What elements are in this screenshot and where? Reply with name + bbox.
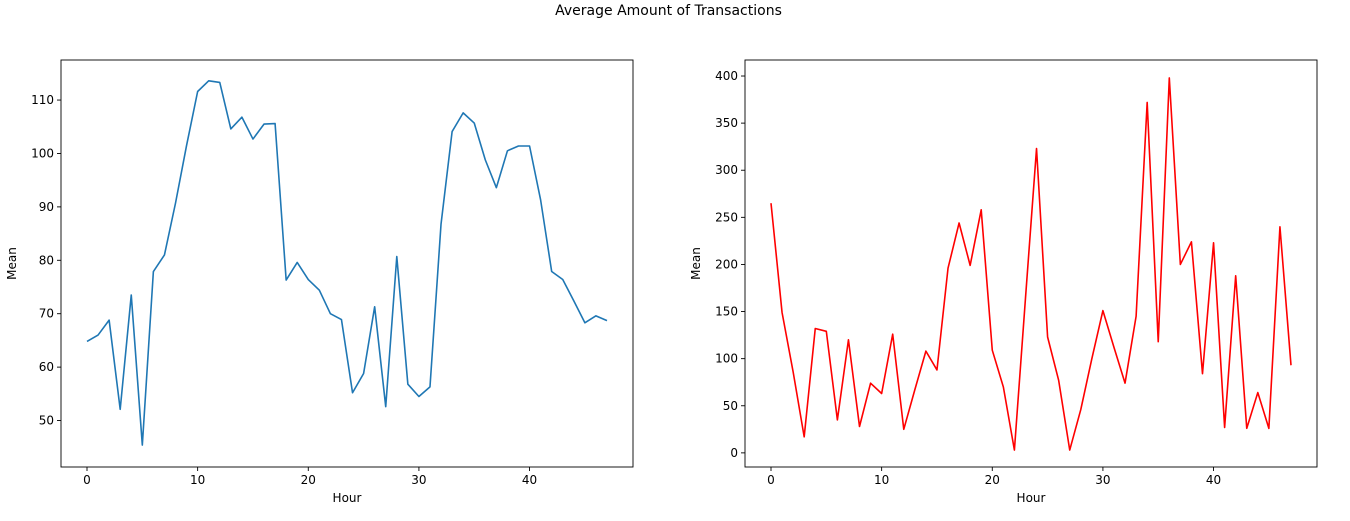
right-x-tick-label: 30 xyxy=(1095,473,1110,487)
left-y-tick-label: 110 xyxy=(31,93,54,107)
right-y-tick-label: 150 xyxy=(715,305,738,319)
right-y-tick-label: 100 xyxy=(715,352,738,366)
left-axes-frame xyxy=(60,59,634,468)
right-y-tick-label: 400 xyxy=(715,69,738,83)
left-y-tick-label: 70 xyxy=(39,307,54,321)
left-y-tick-label: 60 xyxy=(39,360,54,374)
right-x-tick-label: 40 xyxy=(1206,473,1221,487)
right-y-tick-label: 350 xyxy=(715,116,738,130)
right-x-axis-label: Hour xyxy=(1017,491,1046,505)
right-series-line-0 xyxy=(770,77,1292,451)
left-y-tick-label: 90 xyxy=(39,200,54,214)
left-series-line-0 xyxy=(86,80,608,446)
right-x-tick-label: 20 xyxy=(985,473,1000,487)
right-axes-frame xyxy=(744,59,1318,468)
left-y-tick-label: 100 xyxy=(31,146,54,160)
left-x-axis-label: Hour xyxy=(333,491,362,505)
left-y-tick-label: 80 xyxy=(39,253,54,267)
right-chart: 0 10 20 30 40050100150200250300350400HourMea… xyxy=(689,59,1318,505)
left-y-tick-label: 50 xyxy=(39,414,54,428)
figure-title: Average Amount of Transactions xyxy=(555,3,782,19)
right-y-tick-label: 0 xyxy=(730,446,738,460)
left-x-tick-label: 10 xyxy=(190,473,205,487)
left-x-tick-label: 30 xyxy=(411,473,426,487)
right-y-tick-label: 50 xyxy=(723,399,738,413)
right-y-tick-label: 250 xyxy=(715,210,738,224)
left-y-axis-label: Mean xyxy=(5,247,19,280)
right-y-tick-label: 200 xyxy=(715,257,738,271)
left-x-tick-label: 40 xyxy=(522,473,537,487)
right-y-tick-label: 300 xyxy=(715,163,738,177)
left-x-tick-label: 0 xyxy=(83,473,91,487)
left-x-tick-label: 20 xyxy=(301,473,316,487)
right-x-tick-label: 0 xyxy=(767,473,775,487)
right-x-tick-label: 10 xyxy=(874,473,889,487)
left-chart: 0 10 20 30 40 50 60 70 80 90 100 110 Hour Mean xyxy=(5,59,634,505)
right-y-axis-label: Mean xyxy=(689,247,703,280)
